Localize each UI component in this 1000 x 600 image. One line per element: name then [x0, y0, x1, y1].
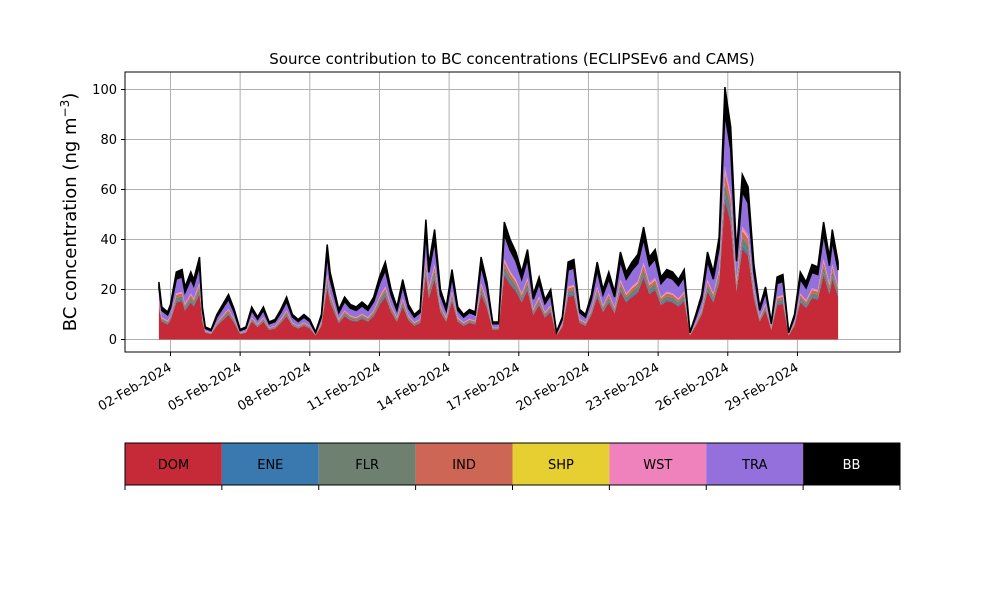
- area-dom: [158, 200, 839, 340]
- legend-swatch-ene: [221, 443, 319, 485]
- y-tick-label: 80: [100, 133, 117, 148]
- legend-label-wst: WST: [643, 458, 672, 473]
- area-flr: [158, 182, 839, 336]
- area-tra: [158, 113, 839, 335]
- legend-label-ind: IND: [452, 458, 476, 473]
- legend-label-dom: DOM: [158, 458, 189, 473]
- legend-label-flr: FLR: [355, 458, 379, 473]
- x-tick-label: 23-Feb-2024: [584, 360, 663, 414]
- x-tick-label: 29-Feb-2024: [723, 360, 802, 414]
- area-wst: [158, 166, 839, 335]
- y-tick-label: 100: [92, 83, 117, 98]
- legend-swatch-flr: [318, 443, 416, 485]
- stacked-area-layers: [158, 86, 839, 340]
- x-tick-label: 20-Feb-2024: [514, 360, 593, 414]
- plot-frame: [124, 71, 901, 353]
- x-tick-label: 08-Feb-2024: [235, 360, 314, 414]
- x-tick-label: 02-Feb-2024: [96, 360, 175, 414]
- legend-label-bb: BB: [843, 458, 861, 473]
- legend-swatch-dom: [125, 443, 222, 485]
- y-axis-label-prefix: BC concentration (ng m: [60, 117, 81, 331]
- chart-title: Source contribution to BC concentrations…: [269, 50, 754, 68]
- y-tick-label: 20: [100, 283, 117, 298]
- y-axis-label-unit-exponent: −3: [58, 100, 72, 118]
- legend-label-tra: TRA: [741, 458, 767, 473]
- area-bb: [158, 86, 839, 336]
- x-axis-ticks: 02-Feb-202405-Feb-202408-Feb-202411-Feb-…: [96, 352, 802, 414]
- legend-swatch-bb: [803, 443, 900, 485]
- y-axis-label-suffix: ): [60, 93, 81, 100]
- x-tick-label: 17-Feb-2024: [444, 360, 523, 414]
- legend-swatch-ind: [415, 443, 513, 485]
- y-tick-label: 60: [100, 183, 117, 198]
- x-tick-label: 26-Feb-2024: [653, 360, 732, 414]
- x-tick-label: 11-Feb-2024: [305, 360, 384, 414]
- legend-swatch-shp: [512, 443, 610, 485]
- y-tick-label: 0: [109, 333, 117, 348]
- area-ind: [158, 172, 839, 335]
- y-axis-label: BC concentration (ng m−3): [58, 93, 81, 332]
- area-ene: [158, 195, 839, 336]
- legend-swatch-wst: [609, 443, 707, 485]
- legend-label-shp: SHP: [548, 458, 574, 473]
- y-tick-label: 40: [100, 233, 117, 248]
- legend-label-ene: ENE: [257, 458, 283, 473]
- legend-frame: [124, 442, 901, 486]
- source-colorbar-legend: DOM ENE FLR IND SHP WST TRA BB: [124, 442, 901, 490]
- x-tick-label: 05-Feb-2024: [166, 360, 245, 414]
- x-tick-label: 14-Feb-2024: [375, 360, 454, 414]
- legend-swatch-tra: [706, 443, 804, 485]
- y-axis-ticks: 0 20 40 60 80 100: [92, 83, 125, 348]
